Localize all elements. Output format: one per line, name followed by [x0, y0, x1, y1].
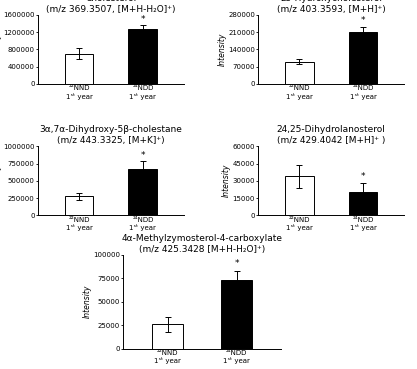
Bar	[349, 192, 377, 215]
Text: *: *	[141, 151, 145, 160]
Text: *: *	[141, 15, 145, 24]
Text: *: *	[361, 172, 365, 182]
Bar	[349, 32, 377, 84]
Y-axis label: Intensity: Intensity	[83, 285, 92, 318]
Bar	[65, 196, 93, 215]
Title: 3α,7α-Dihydroxy-5β-cholestane
(m/z 443.3325, [M+K]⁺): 3α,7α-Dihydroxy-5β-cholestane (m/z 443.3…	[40, 125, 182, 145]
Bar	[128, 169, 157, 215]
Text: *: *	[234, 259, 239, 268]
Title: Cholesterol
(m/z 369.3507, [M+H-H₂O]⁺): Cholesterol (m/z 369.3507, [M+H-H₂O]⁺)	[46, 0, 176, 14]
Bar	[221, 280, 252, 349]
Bar	[65, 54, 93, 84]
Bar	[285, 176, 314, 215]
Text: *: *	[361, 16, 365, 25]
Y-axis label: Intensity: Intensity	[0, 33, 2, 66]
Y-axis label: Intensity: Intensity	[218, 33, 227, 66]
Bar	[152, 324, 183, 349]
Y-axis label: Intensity: Intensity	[0, 164, 2, 197]
Bar	[285, 62, 314, 84]
Title: 24,25-Dihydrolanosterol
(m/z 429.4042 [M+H]⁺ ): 24,25-Dihydrolanosterol (m/z 429.4042 [M…	[276, 125, 386, 145]
Bar	[128, 28, 157, 84]
Y-axis label: Intensity: Intensity	[222, 164, 231, 197]
Title: 4α-Methylzymosterol-4-carboxylate
(m/z 425.3428 [M+H-H₂O]⁺): 4α-Methylzymosterol-4-carboxylate (m/z 4…	[122, 234, 283, 254]
Title: 25-Hydroxycholesterol
(m/z 403.3593, [M+H]⁺): 25-Hydroxycholesterol (m/z 403.3593, [M+…	[277, 0, 385, 14]
